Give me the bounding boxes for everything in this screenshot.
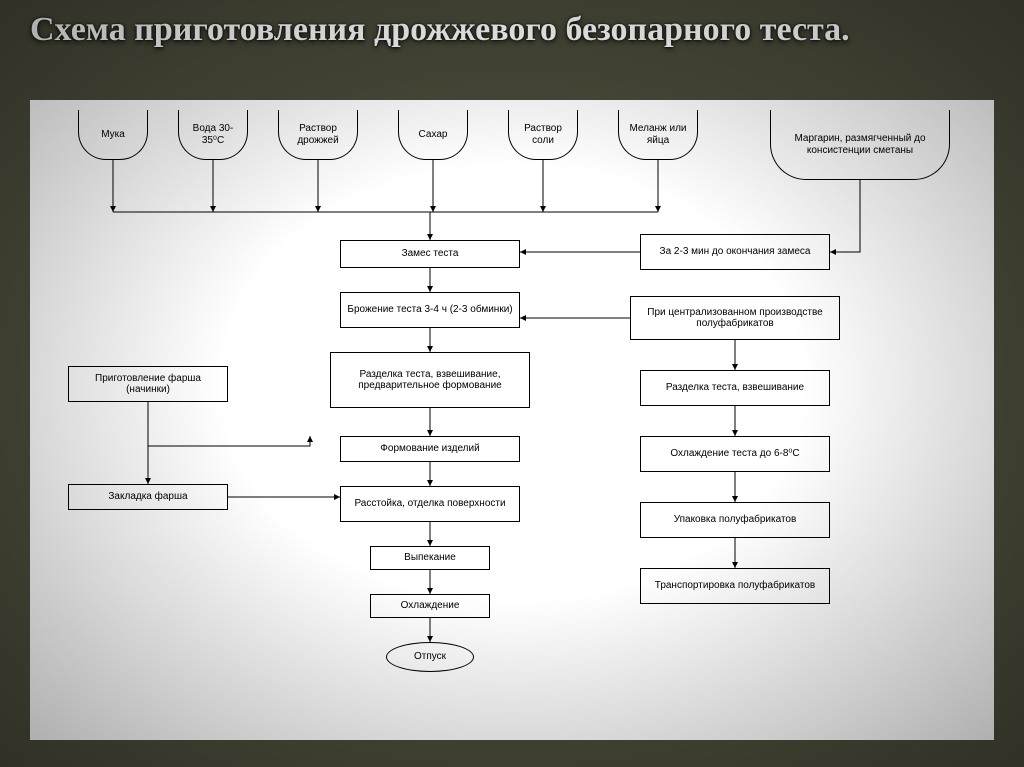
node-zakladka: Закладка фарша bbox=[68, 484, 228, 510]
ingredient-water: Вода 30-35⁰С bbox=[178, 110, 248, 160]
node-otpusk: Отпуск bbox=[386, 642, 474, 672]
node-upakovka: Упаковка полуфабрикатов bbox=[640, 502, 830, 538]
node-formovanie: Формование изделий bbox=[340, 436, 520, 462]
ingredient-margarine: Маргарин, размягченный до консистенции с… bbox=[770, 110, 950, 180]
flowchart-diagram: Мука Вода 30-35⁰С Раствор дрожжей Сахар Раст… bbox=[30, 100, 994, 740]
ingredient-salt: Раствор соли bbox=[508, 110, 578, 160]
ingredient-flour: Мука bbox=[78, 110, 148, 160]
node-okhl68: Охлаждение теста до 6-8⁰С bbox=[640, 436, 830, 472]
node-brozh: Брожение теста 3-4 ч (2-3 обминки) bbox=[340, 292, 520, 328]
arrow-layer bbox=[30, 100, 994, 740]
node-vypek: Выпекание bbox=[370, 546, 490, 570]
slide-title: Схема приготовления дрожжевого безопарно… bbox=[30, 10, 994, 49]
node-farsh_prep: Приготовление фарша (начинки) bbox=[68, 366, 228, 402]
node-za23: За 2-3 мин до окончания замеса bbox=[640, 234, 830, 270]
node-okhl: Охлаждение bbox=[370, 594, 490, 618]
node-transport: Транспортировка полуфабрикатов bbox=[640, 568, 830, 604]
node-central: При централизованном производстве полуфа… bbox=[630, 296, 840, 340]
ingredient-egg: Меланж или яйца bbox=[618, 110, 698, 160]
ingredient-yeast: Раствор дрожжей bbox=[278, 110, 358, 160]
node-razdelka2: Разделка теста, взвешивание bbox=[640, 370, 830, 406]
node-zames: Замес теста bbox=[340, 240, 520, 268]
ingredient-sugar: Сахар bbox=[398, 110, 468, 160]
node-razdelka1: Разделка теста, взвешивание, предварител… bbox=[330, 352, 530, 408]
node-rasstoyka: Расстойка, отделка поверхности bbox=[340, 486, 520, 522]
